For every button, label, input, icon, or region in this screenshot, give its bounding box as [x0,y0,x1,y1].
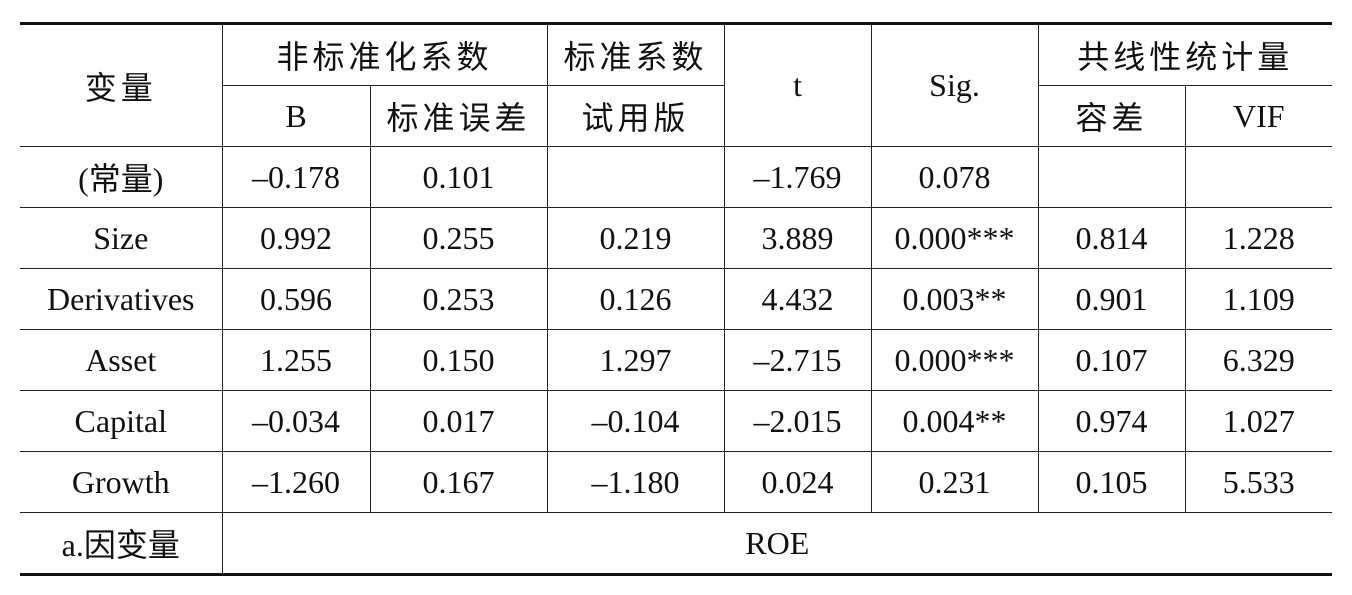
data-cell: 0.253 [369,268,548,330]
header-cell: 容差 [1037,85,1186,147]
row-label: (常量) [20,146,223,208]
data-cell: 1.228 [1184,207,1333,269]
data-cell: 1.109 [1184,268,1333,330]
data-cell: 0.901 [1037,268,1186,330]
data-row: Capital –0.034 0.017 –0.104 –2.015 0.004** 0.9… [20,390,1333,452]
data-row: (常量) –0.178 0.101 –1.769 0.078 [20,146,1333,208]
data-cell: –1.180 [546,451,725,513]
data-cell: 5.533 [1184,451,1333,513]
data-cell: 0.814 [1037,207,1186,269]
data-row: Derivatives 0.596 0.253 0.126 4.432 0.003** 0.… [20,268,1333,330]
data-cell: 0.974 [1037,390,1186,452]
row-label: Capital [20,390,223,452]
data-cell: 0.126 [546,268,725,330]
data-cell: –1.769 [723,146,872,208]
header-cell: 非标准化系数 [221,23,548,86]
data-row: Asset 1.255 0.150 1.297 –2.715 0.000*** 0.107 6… [20,329,1333,391]
data-cell: 0.000*** [870,207,1039,269]
data-cell: 0.255 [369,207,548,269]
data-cell: 0.017 [369,390,548,452]
data-cell: 1.027 [1184,390,1333,452]
data-cell: 0.000*** [870,329,1039,391]
data-row: Size 0.992 0.255 0.219 3.889 0.000*** 0.814 1.2… [20,207,1333,269]
footer-value: ROE [221,512,1333,575]
data-cell [546,146,725,208]
data-cell: 0.024 [723,451,872,513]
data-cell: –0.104 [546,390,725,452]
data-cell: 0.150 [369,329,548,391]
data-cell: 3.889 [723,207,872,269]
header-cell: 标准系数 [546,23,725,86]
data-cell: 0.003** [870,268,1039,330]
data-cell: 0.101 [369,146,548,208]
data-cell: 0.167 [369,451,548,513]
row-label: Asset [20,329,223,391]
data-cell [1037,146,1186,208]
header-cell: t [723,23,872,147]
data-row: Growth –1.260 0.167 –1.180 0.024 0.231 0.105 5.… [20,451,1333,513]
header-cell: 共线性统计量 [1037,23,1333,86]
data-cell: –0.178 [221,146,371,208]
row-label: Derivatives [20,268,223,330]
header-cell: 标准误差 [369,85,548,147]
data-cell: –1.260 [221,451,371,513]
data-cell: –2.715 [723,329,872,391]
data-cell: 1.297 [546,329,725,391]
row-label: Growth [20,451,223,513]
data-cell: 0.107 [1037,329,1186,391]
data-cell: 0.004** [870,390,1039,452]
data-cell: 0.078 [870,146,1039,208]
data-cell: 1.255 [221,329,371,391]
row-label: Size [20,207,223,269]
header-cell: 试用版 [546,85,725,147]
header-cell: B [222,85,371,147]
regression-table: 变量 非标准化系数 标准系数 t Sig. 共线性统计量 B 标准误差 试用版 … [20,22,1333,576]
data-cell: 0.596 [221,268,371,330]
header-cell: 变量 [20,23,223,147]
data-cell: 0.219 [546,207,725,269]
header-row: 变量 非标准化系数 标准系数 t Sig. 共线性统计量 [20,23,1333,147]
data-cell: 6.329 [1184,329,1333,391]
header-row: B 标准误差 试用版 容差 VIF [20,85,1333,147]
data-cell: –2.015 [723,390,872,452]
header-cell: Sig. [870,23,1039,147]
table-body: 变量 非标准化系数 标准系数 t Sig. 共线性统计量 B 标准误差 试用版 … [20,23,1333,575]
data-cell: 0.231 [870,451,1039,513]
header-cell: VIF [1184,85,1333,147]
data-cell: 0.105 [1037,451,1186,513]
data-cell: 0.992 [221,207,371,269]
data-cell [1184,146,1333,208]
footer-row: a.因变量 ROE [20,512,1333,575]
footer-label: a.因变量 [20,512,223,575]
data-cell: –0.034 [221,390,371,452]
data-cell: 4.432 [723,268,872,330]
